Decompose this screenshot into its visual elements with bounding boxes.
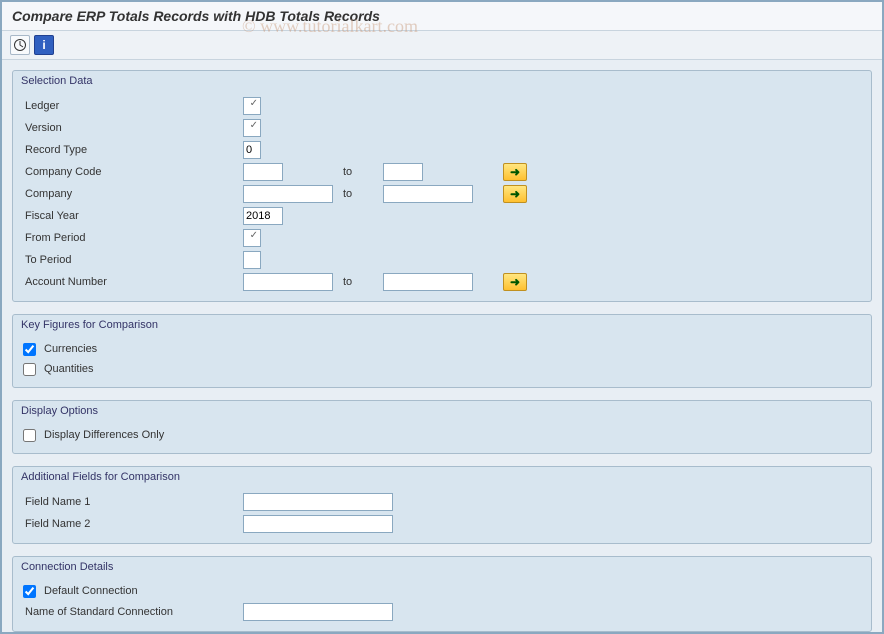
- group-key-figures: Key Figures for Comparison Currencies Qu…: [12, 314, 872, 388]
- group-title-selection: Selection Data: [13, 71, 871, 93]
- currencies-checkbox[interactable]: [23, 343, 36, 356]
- company-code-to-input[interactable]: [383, 163, 423, 181]
- multi-select-company-code-button[interactable]: ➜: [503, 163, 527, 181]
- ledger-label: Ledger: [23, 100, 243, 112]
- version-input[interactable]: [243, 119, 261, 137]
- diff-only-checkbox[interactable]: [23, 429, 36, 442]
- to-label-3: to: [343, 276, 373, 288]
- currencies-label: Currencies: [44, 343, 97, 355]
- ledger-input[interactable]: [243, 97, 261, 115]
- group-title-additional-fields: Additional Fields for Comparison: [13, 467, 871, 489]
- multi-select-company-button[interactable]: ➜: [503, 185, 527, 203]
- field1-input[interactable]: [243, 493, 393, 511]
- title-bar: Compare ERP Totals Records with HDB Tota…: [2, 2, 882, 31]
- std-connection-input[interactable]: [243, 603, 393, 621]
- from-period-input[interactable]: [243, 229, 261, 247]
- group-additional-fields: Additional Fields for Comparison Field N…: [12, 466, 872, 544]
- account-number-to-input[interactable]: [383, 273, 473, 291]
- company-from-input[interactable]: [243, 185, 333, 203]
- account-number-label: Account Number: [23, 276, 243, 288]
- company-label: Company: [23, 188, 243, 200]
- fiscal-year-label: Fiscal Year: [23, 210, 243, 222]
- to-period-input[interactable]: [243, 251, 261, 269]
- content-area: Selection Data Ledger Version Record Typ…: [2, 60, 882, 634]
- account-number-from-input[interactable]: [243, 273, 333, 291]
- to-label-2: to: [343, 188, 373, 200]
- info-icon[interactable]: i: [34, 35, 54, 55]
- group-selection-data: Selection Data Ledger Version Record Typ…: [12, 70, 872, 302]
- group-title-key-figures: Key Figures for Comparison: [13, 315, 871, 337]
- to-label-1: to: [343, 166, 373, 178]
- fiscal-year-input[interactable]: [243, 207, 283, 225]
- toolbar: i: [2, 31, 882, 60]
- to-period-label: To Period: [23, 254, 243, 266]
- group-display-options: Display Options Display Differences Only: [12, 400, 872, 454]
- field2-input[interactable]: [243, 515, 393, 533]
- record-type-input[interactable]: [243, 141, 261, 159]
- group-connection-details: Connection Details Default Connection Na…: [12, 556, 872, 632]
- company-code-from-input[interactable]: [243, 163, 283, 181]
- multi-select-account-button[interactable]: ➜: [503, 273, 527, 291]
- record-type-label: Record Type: [23, 144, 243, 156]
- field1-label: Field Name 1: [23, 496, 243, 508]
- company-to-input[interactable]: [383, 185, 473, 203]
- sap-window: Compare ERP Totals Records with HDB Tota…: [0, 0, 884, 634]
- default-connection-checkbox[interactable]: [23, 585, 36, 598]
- field2-label: Field Name 2: [23, 518, 243, 530]
- group-title-display-options: Display Options: [13, 401, 871, 423]
- version-label: Version: [23, 122, 243, 134]
- diff-only-label: Display Differences Only: [44, 429, 164, 441]
- quantities-label: Quantities: [44, 363, 94, 375]
- page-title: Compare ERP Totals Records with HDB Tota…: [12, 8, 380, 24]
- quantities-checkbox[interactable]: [23, 363, 36, 376]
- group-title-connection: Connection Details: [13, 557, 871, 579]
- from-period-label: From Period: [23, 232, 243, 244]
- company-code-label: Company Code: [23, 166, 243, 178]
- execute-icon[interactable]: [10, 35, 30, 55]
- default-connection-label: Default Connection: [44, 585, 138, 597]
- std-connection-label: Name of Standard Connection: [23, 606, 243, 618]
